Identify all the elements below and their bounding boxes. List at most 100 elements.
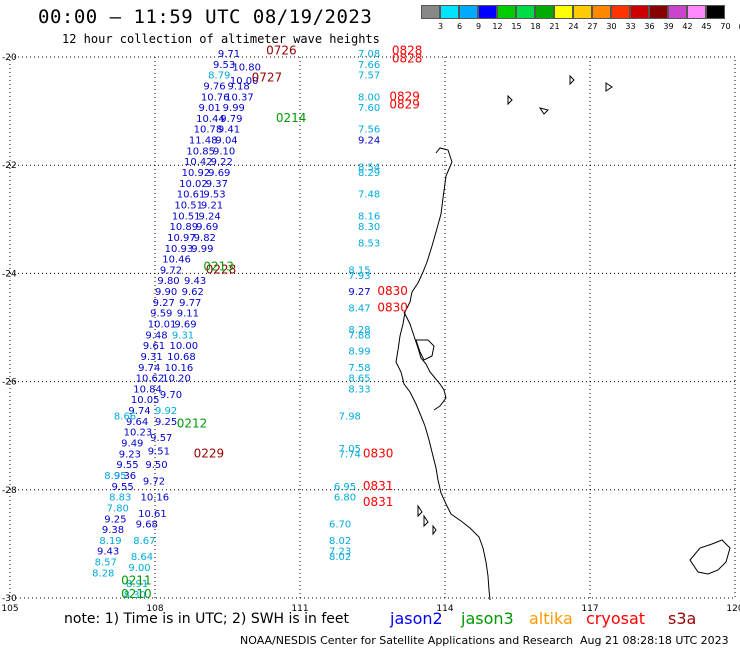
wave-height-label: 9.43 <box>97 547 119 558</box>
wave-height-label: 9.74 <box>128 406 150 417</box>
pass-time-label: 0829 <box>389 89 420 103</box>
wave-height-label: 9.99 <box>223 103 245 114</box>
color-scale-label: 24 <box>568 22 579 31</box>
pass-time-label: 0229 <box>194 446 225 460</box>
wave-height-label: 10.00 <box>170 341 199 352</box>
wave-height-label: 10.16 <box>141 493 170 504</box>
longitude-tick-label: 114 <box>436 604 453 614</box>
wave-height-label: 9.79 <box>220 114 242 125</box>
wave-height-label: 9.74 <box>138 363 160 374</box>
color-scale-swatch <box>611 5 630 19</box>
wave-height-label: 7.23 <box>329 547 351 558</box>
wave-height-label: 10.00 <box>230 76 259 87</box>
map-subtitle: 12 hour collection of altimeter wave hei… <box>62 32 380 46</box>
color-scale-swatch <box>649 5 668 19</box>
color-scale-swatch <box>668 5 687 19</box>
wave-height-label: 10.89 <box>170 222 199 233</box>
wave-height-label: 9.41 <box>218 125 240 136</box>
wave-height-label: 8.91 <box>126 579 148 590</box>
wave-height-label: 8.30 <box>358 222 380 233</box>
latitude-tick-label: -28 <box>2 486 17 496</box>
color-scale-swatch <box>535 5 554 19</box>
color-scale-label: 6 <box>456 22 463 31</box>
lat-lon-grid <box>9 56 736 599</box>
coastline <box>395 74 731 601</box>
color-scale-label: 12 <box>492 22 503 31</box>
wave-height-label: 9.53 <box>213 60 235 71</box>
latitude-tick-label: -30 <box>2 594 17 604</box>
wave-height-label: 8.02 <box>329 536 351 547</box>
wave-height-label: 8.65 <box>348 374 370 385</box>
color-scale-label: 3 <box>437 22 444 31</box>
wave-height-label: 7.88 <box>348 330 370 341</box>
color-scale-label: 39 <box>663 22 674 31</box>
observation-labels: 9.719.538.799.7610.769.0110.4410.7811.48… <box>92 49 380 601</box>
wave-height-label: 8.28 <box>92 568 114 579</box>
wave-height-label: 10.42 <box>184 157 213 168</box>
wave-height-label: 8.29 <box>358 168 380 179</box>
mission-legend-jason3: jason3 <box>461 609 514 628</box>
pass-time-label: 0211 <box>121 573 152 587</box>
wave-height-label: 9.24 <box>358 136 380 147</box>
color-scale-label: (ft) <box>735 22 740 31</box>
wave-height-label: 10.62 <box>136 374 165 385</box>
longitude-tick-label: 111 <box>291 604 308 614</box>
latitude-tick-label: -24 <box>2 269 17 279</box>
wave-height-label: 9.31 <box>141 352 163 363</box>
wave-height-label: 10.44 <box>196 114 225 125</box>
wave-height-label: 8.95 <box>104 471 126 482</box>
wave-height-label: 10.01 <box>148 320 177 331</box>
pass-time-label: 0212 <box>177 417 208 431</box>
pass-time-label: 0213 <box>203 260 234 274</box>
wave-height-label: 8.30 <box>124 590 146 601</box>
pass-time-label: 0830 <box>363 446 394 460</box>
longitude-tick-label: 117 <box>581 604 598 614</box>
color-scale-label: 33 <box>625 22 636 31</box>
coastline-mainland <box>395 147 491 601</box>
wave-height-label: 9.72 <box>143 476 165 487</box>
wave-height-label: 9.69 <box>208 168 230 179</box>
longitude-tick-label: 108 <box>146 604 163 614</box>
mission-legend-cryosat: cryosat <box>586 609 646 628</box>
wave-height-label: 9.37 <box>206 179 228 190</box>
wave-height-label: 9.31 <box>172 330 194 341</box>
wave-height-label: 10.78 <box>194 125 223 136</box>
color-scale-swatch <box>516 5 535 19</box>
wave-height-label: 9.00 <box>128 563 150 574</box>
wave-height-label: 8.66 <box>114 411 136 422</box>
wave-height-label: 9.11 <box>177 309 199 320</box>
wave-height-label: 9.43 <box>184 276 206 287</box>
wave-height-label: 9.51 <box>148 447 170 458</box>
pass-time-label: 0831 <box>363 479 394 493</box>
mission-legend-altika: altika <box>529 609 573 628</box>
wave-height-label: 9.90 <box>155 287 177 298</box>
wave-height-label: 10.76 <box>201 92 230 103</box>
pass-time-label: 0828 <box>392 51 423 65</box>
wave-height-label: 7.98 <box>339 411 361 422</box>
map-frame <box>9 56 736 599</box>
coastline-islands-north <box>507 74 613 115</box>
color-scale-label: 70 <box>720 22 731 31</box>
wave-height-label: 8.57 <box>95 558 117 569</box>
wave-height-label: 9.59 <box>150 309 172 320</box>
wave-height-label: 7.56 <box>358 125 380 136</box>
wave-height-label: 8.53 <box>358 238 380 249</box>
wave-height-label: 7.80 <box>107 503 129 514</box>
wave-height-label: 7.58 <box>348 363 370 374</box>
wave-height-label: 6.80 <box>334 493 356 504</box>
longitude-tick-label: 105 <box>1 604 18 614</box>
wave-height-label: 10.61 <box>138 509 167 520</box>
wave-height-label: 9.55 <box>112 482 134 493</box>
wave-height-label: 10.68 <box>167 352 196 363</box>
mission-legend-s3a: s3a <box>668 609 697 628</box>
wave-height-label: 9.01 <box>199 103 221 114</box>
wave-height-label: 9.57 <box>150 433 172 444</box>
wave-height-label: 9.71 <box>218 49 240 60</box>
color-scale-swatch <box>554 5 573 19</box>
pass-time-label: 0210 <box>121 587 152 601</box>
wave-height-label: 9.80 <box>157 276 179 287</box>
wave-height-label: 9.27 <box>348 287 370 298</box>
coastline-islands-south <box>417 504 437 536</box>
